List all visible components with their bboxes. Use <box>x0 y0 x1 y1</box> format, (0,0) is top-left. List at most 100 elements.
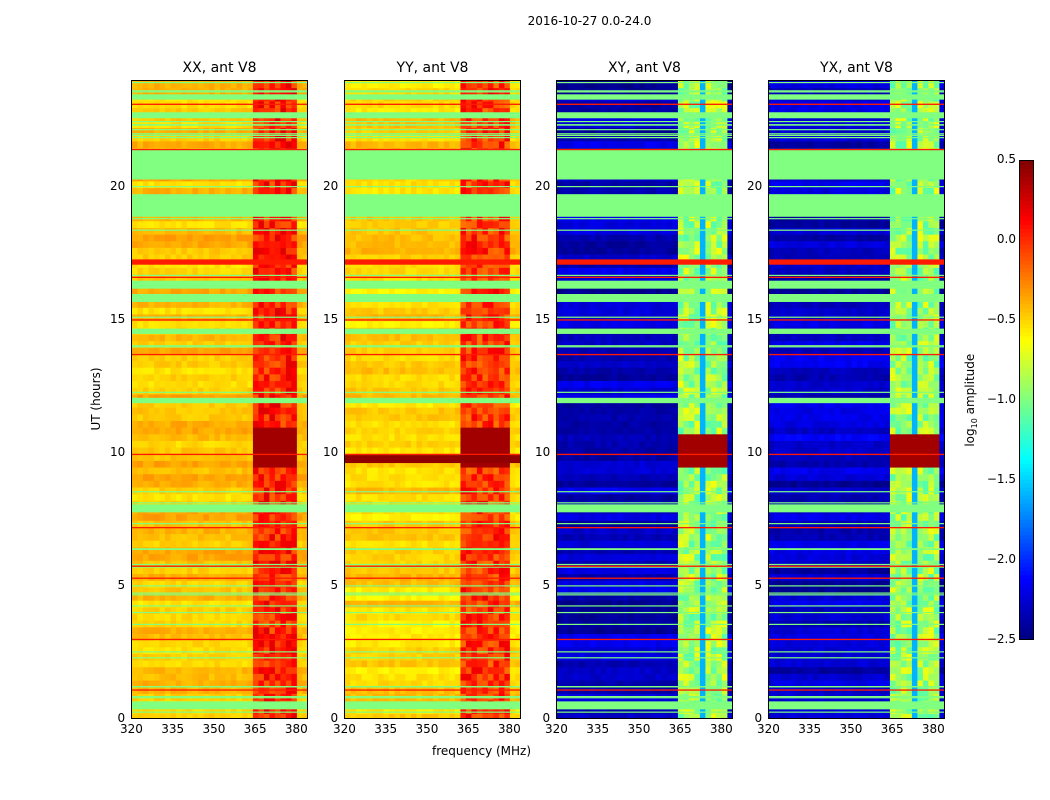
heatmap-cell <box>274 140 281 149</box>
heatmap-cell <box>208 433 215 441</box>
heatmap-cell <box>258 613 265 621</box>
heatmap-cell <box>219 573 226 581</box>
heatmap-cell <box>432 573 439 581</box>
heatmap-cell <box>132 500 138 508</box>
heatmap-cell <box>192 267 199 275</box>
heatmap-cell <box>515 640 520 648</box>
heatmap-cell <box>285 713 292 718</box>
heatmap-cell <box>291 440 298 448</box>
heatmap-cell <box>137 353 144 362</box>
heatmap-cell <box>214 546 221 555</box>
heatmap-cell <box>241 400 248 408</box>
heatmap-cell <box>274 487 281 495</box>
heatmap-cell <box>515 606 520 614</box>
heatmap-cell <box>153 713 160 718</box>
heatmap-cell <box>372 680 379 688</box>
heatmap-cell <box>427 373 434 382</box>
heatmap-cell <box>383 400 390 408</box>
heatmap-cell <box>460 427 467 435</box>
heatmap-cell <box>219 393 226 401</box>
heatmap-cell <box>203 493 210 501</box>
heatmap-cell <box>366 626 373 634</box>
heatmap-cell <box>258 254 265 262</box>
heatmap-cell <box>296 560 303 568</box>
heatmap-cell <box>142 287 149 295</box>
rfi-line <box>132 353 307 356</box>
heatmap-cell <box>285 653 292 661</box>
heatmap-cell <box>399 580 406 588</box>
heatmap-cell <box>247 653 254 661</box>
heatmap-cell <box>405 566 412 575</box>
heatmap-cell <box>241 353 248 362</box>
heatmap-cell <box>263 573 270 581</box>
heatmap-cell <box>296 387 303 395</box>
heatmap-cell <box>280 373 287 382</box>
heatmap-cell <box>498 487 505 495</box>
heatmap-cell <box>269 513 276 521</box>
heatmap-cell <box>280 413 287 421</box>
heatmap-cell <box>236 287 243 295</box>
heatmap-cell <box>460 413 467 421</box>
heatmap-cell <box>405 427 412 435</box>
heatmap-cell <box>493 653 500 661</box>
heatmap-cell <box>258 380 265 388</box>
heatmap-cell <box>345 440 351 448</box>
heatmap-cell <box>372 646 379 654</box>
heatmap-cell <box>132 713 138 718</box>
heatmap-cell <box>269 566 276 575</box>
heatmap-cell <box>132 620 138 628</box>
heatmap-cell <box>383 566 390 575</box>
heatmap-cell <box>170 333 177 342</box>
heatmap-cell <box>263 320 270 328</box>
heatmap-cell <box>280 320 287 328</box>
heatmap-cell <box>263 553 270 561</box>
heatmap-cell <box>197 187 204 195</box>
heatmap-cell <box>236 666 243 674</box>
flagged-line <box>132 523 307 525</box>
heatmap-cell <box>394 566 401 575</box>
heatmap-cell <box>504 533 511 541</box>
heatmap-cell <box>454 620 461 628</box>
heatmap-cell <box>394 540 401 548</box>
heatmap-cell <box>394 460 401 468</box>
heatmap-cell <box>252 660 259 668</box>
heatmap-cell <box>280 254 287 262</box>
heatmap-cell <box>421 613 428 621</box>
heatmap-cell <box>269 646 276 654</box>
heatmap-cell <box>361 433 368 441</box>
heatmap-cell <box>487 673 494 681</box>
heatmap-cell <box>366 666 373 674</box>
heatmap-cell <box>203 633 210 641</box>
heatmap-cell <box>132 606 138 614</box>
heatmap-cell <box>361 427 368 435</box>
heatmap-cell <box>208 380 215 388</box>
heatmap-cell <box>427 387 434 395</box>
heatmap-cell <box>142 467 149 475</box>
heatmap-cell <box>438 460 445 468</box>
heatmap-cell <box>482 640 489 648</box>
heatmap-cell <box>258 407 265 415</box>
heatmap-cell <box>476 493 483 501</box>
heatmap-cell <box>498 526 505 535</box>
heatmap-cell <box>175 593 182 601</box>
flagged-line <box>132 81 307 84</box>
heatmap-cell <box>197 666 204 674</box>
heatmap-cell <box>476 433 483 441</box>
heatmap-cell <box>410 447 417 455</box>
heatmap-cell <box>132 247 138 255</box>
heatmap-cell <box>372 553 379 561</box>
heatmap-cell <box>247 227 254 235</box>
heatmap-cell <box>465 653 472 661</box>
heatmap-cell <box>285 254 292 262</box>
heatmap-cell <box>208 546 215 555</box>
heatmap-cell <box>504 540 511 548</box>
heatmap-cell <box>247 107 254 115</box>
heatmap-cell <box>366 447 373 455</box>
heatmap-cell <box>366 586 373 595</box>
heatmap-cell <box>487 546 494 555</box>
heatmap-cell <box>383 467 390 475</box>
heatmap-cell <box>285 240 292 248</box>
heatmap-cell <box>175 640 182 648</box>
heatmap-cell <box>361 706 368 714</box>
heatmap-cell <box>366 360 373 368</box>
